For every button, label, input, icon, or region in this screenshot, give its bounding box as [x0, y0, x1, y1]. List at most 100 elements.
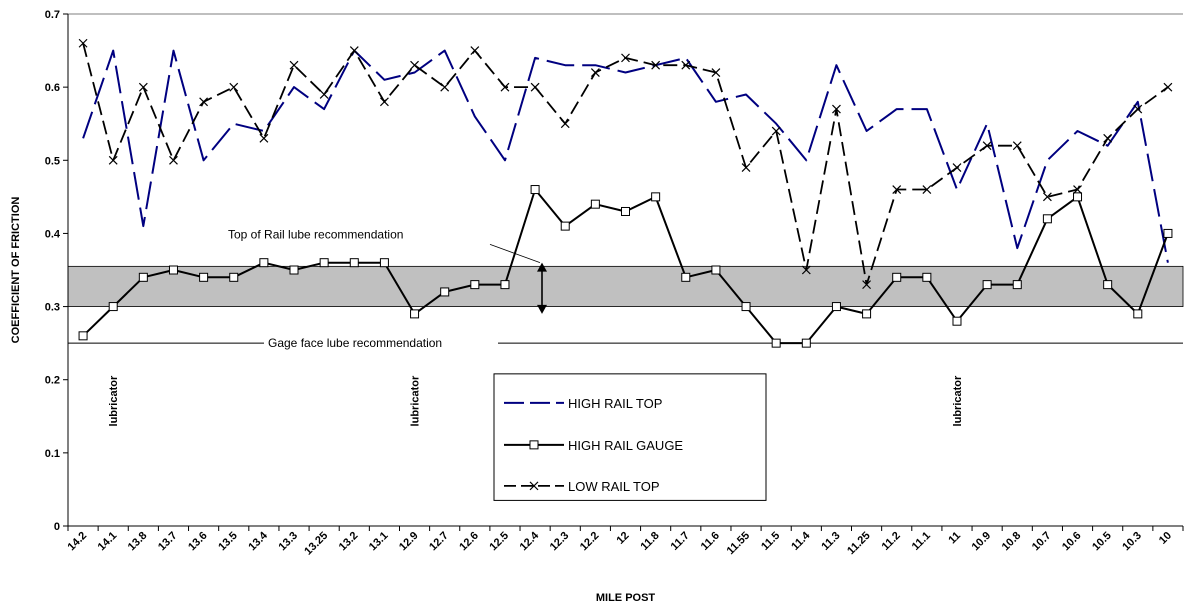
low-rail-point-stroke: [169, 155, 178, 165]
low-rail-point: [1103, 133, 1113, 143]
lubricator-label: lubricator: [952, 375, 964, 426]
low-rail-point-stroke: [440, 82, 450, 92]
gauge-point: [78, 331, 88, 341]
x-tick-label: 10.5: [1090, 530, 1114, 554]
x-tick-label: 13.25: [302, 530, 330, 558]
low-rail-point: [1012, 141, 1022, 151]
x-tick-label: 12.2: [578, 530, 602, 554]
x-tick-label: 12.9: [397, 530, 421, 554]
axes: [67, 13, 1183, 527]
band-arrow-head-top: [537, 262, 547, 272]
low-rail-point: [892, 185, 902, 194]
low-rail-point-stroke: [410, 60, 419, 70]
low-rail-point-stroke: [470, 46, 480, 55]
low-rail-point: [108, 155, 118, 165]
gauge-point: [470, 280, 480, 290]
series-markers: [78, 38, 1173, 348]
x-tick-label: 10.8: [1000, 530, 1024, 554]
x-tick-label: 12.5: [487, 530, 511, 554]
y-tick-label: 0.2: [45, 375, 60, 387]
low-rail-point-stroke: [259, 133, 269, 143]
x-tick-label: 11.6: [699, 530, 722, 553]
x-tick-label: 11: [946, 530, 963, 547]
gauge-point: [1073, 192, 1083, 202]
gauge-point: [1163, 228, 1173, 238]
y-tick-label: 0: [54, 521, 60, 533]
low-rail-point-stroke: [349, 46, 359, 55]
low-rail-point: [1042, 192, 1052, 202]
legend-label-2: HIGH RAIL GAUGE: [568, 438, 683, 453]
gauge-point: [259, 258, 269, 268]
low-rail-point-stroke: [1133, 104, 1143, 114]
x-tick-label: 10: [1157, 530, 1174, 547]
gauge-point: [379, 258, 389, 268]
y-tick-label: 0.6: [45, 82, 60, 94]
x-tick-label: 12.3: [548, 530, 572, 554]
x-tick-label: 13.7: [156, 530, 180, 554]
gauge-point: [1042, 214, 1052, 224]
low-rail-point: [1163, 82, 1173, 92]
low-rail-point: [771, 126, 781, 136]
low-rail-point-stroke: [621, 53, 630, 63]
gauge-point: [982, 280, 992, 290]
low-rail-point-stroke: [862, 280, 872, 290]
low-rail-point: [470, 46, 480, 55]
low-rail-point-stroke: [771, 126, 781, 136]
gauge-point: [410, 309, 420, 319]
x-tick-label: 10.6: [1060, 530, 1084, 554]
x-tick-label: 11.5: [759, 530, 782, 553]
gauge-point: [771, 338, 781, 348]
gauge-point: [621, 206, 630, 216]
low-rail-point: [1073, 185, 1082, 194]
low-rail-point: [1133, 104, 1143, 114]
low-rail-point-stroke: [681, 60, 691, 70]
gauge-point: [560, 221, 570, 231]
gauge-point: [1012, 280, 1022, 290]
x-tick-label: 11.7: [669, 530, 692, 553]
x-axis-ticks: 14.2 14.1 13.8 13.7 13.6 13.5 13.4 13.3 13.25 13.…: [66, 526, 1184, 558]
low-rail-point-stroke: [289, 60, 299, 70]
gauge-point: [319, 258, 329, 268]
low-rail-point: [651, 60, 661, 70]
x-tick-label: 11.4: [789, 529, 813, 553]
gauge-point: [681, 272, 691, 282]
low-rail-point-stroke: [801, 265, 811, 275]
low-rail-point: [410, 60, 419, 70]
low-rail-point-stroke: [379, 97, 389, 107]
low-rail-point: [952, 163, 962, 173]
y-tick-label: 0.3: [45, 302, 60, 314]
low-rail-point: [169, 155, 178, 165]
x-tick-label: 10.9: [970, 530, 994, 554]
x-tick-label: 11.1: [910, 530, 933, 553]
gauge-point: [651, 192, 661, 202]
low-rail-point-stroke: [651, 60, 661, 70]
gauge-point: [862, 309, 872, 319]
x-tick-label: 12.6: [457, 530, 481, 554]
low-rail-point: [319, 90, 329, 99]
y-axis-title: COEFFICIENT OF FRICTION: [10, 197, 22, 344]
gauge-point: [831, 302, 841, 312]
top-of-rail-pointer: [489, 244, 541, 264]
legend-label-1: HIGH RAIL TOP: [568, 396, 662, 411]
low-rail-point-stroke: [590, 68, 600, 77]
y-tick-label: 0.1: [45, 448, 60, 460]
y-tick-label: 0.7: [45, 9, 60, 21]
gauge-point: [440, 287, 450, 297]
x-tick-label: 10.7: [1030, 530, 1054, 554]
low-rail-point: [530, 82, 540, 92]
gauge-point: [952, 316, 962, 326]
low-rail-point: [560, 119, 570, 129]
low-rail-point-stroke: [78, 38, 88, 48]
gauge-point: [892, 272, 902, 282]
x-tick-label: 11.2: [880, 530, 903, 553]
low-rail-point: [259, 133, 269, 143]
lubricator-label: lubricator: [108, 375, 120, 426]
x-tick-label: 13.2: [337, 530, 361, 554]
series-line-3: [82, 43, 1169, 286]
x-tick-label: 13.5: [216, 530, 240, 554]
x-tick-label: 12.4: [518, 529, 542, 553]
low-rail-point-stroke: [1163, 82, 1173, 92]
gauge-point: [1133, 309, 1143, 319]
low-rail-point-stroke: [199, 97, 209, 107]
